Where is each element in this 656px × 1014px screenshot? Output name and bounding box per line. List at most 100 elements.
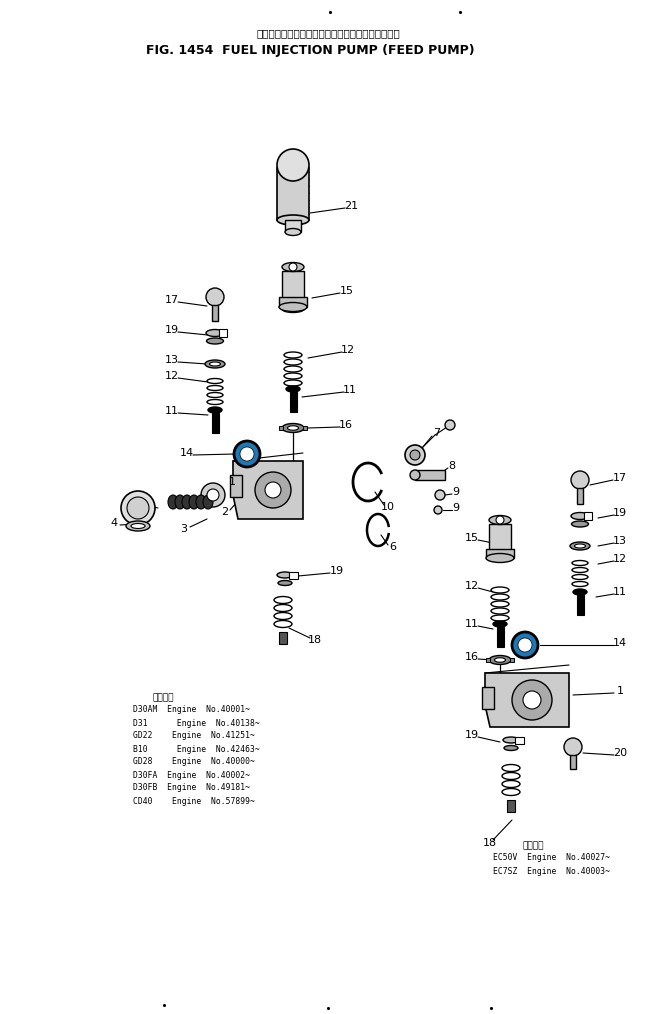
Text: D31      Engine  No.40138~: D31 Engine No.40138~	[133, 719, 260, 727]
Circle shape	[496, 516, 504, 524]
Ellipse shape	[274, 596, 292, 603]
Circle shape	[289, 263, 297, 271]
Circle shape	[410, 450, 420, 460]
Circle shape	[255, 472, 291, 508]
Ellipse shape	[203, 495, 213, 509]
Text: 19: 19	[165, 325, 179, 335]
Circle shape	[277, 149, 309, 182]
Ellipse shape	[207, 400, 223, 405]
Ellipse shape	[493, 621, 507, 627]
Text: 11: 11	[613, 587, 627, 597]
Text: FIG. 1454  FUEL INJECTION PUMP (FEED PUMP): FIG. 1454 FUEL INJECTION PUMP (FEED PUMP…	[146, 44, 474, 57]
Circle shape	[240, 447, 254, 461]
Ellipse shape	[277, 215, 309, 225]
Text: EC50V  Engine  No.40027~: EC50V Engine No.40027~	[493, 854, 610, 863]
Text: 15: 15	[340, 286, 354, 296]
Ellipse shape	[168, 495, 178, 509]
Circle shape	[445, 420, 455, 430]
Bar	[282, 271, 304, 309]
Polygon shape	[233, 461, 303, 519]
Text: 9: 9	[453, 503, 460, 513]
Circle shape	[435, 490, 445, 500]
Ellipse shape	[491, 608, 509, 614]
Text: EC7SZ  Engine  No.40003~: EC7SZ Engine No.40003~	[493, 867, 610, 875]
Ellipse shape	[196, 495, 206, 509]
Text: 2: 2	[222, 507, 228, 517]
Text: 17: 17	[165, 295, 179, 305]
Ellipse shape	[570, 542, 590, 550]
Ellipse shape	[284, 366, 302, 372]
Bar	[219, 329, 227, 337]
Bar	[285, 220, 301, 232]
Bar	[489, 524, 511, 559]
Text: 17: 17	[613, 473, 627, 483]
Ellipse shape	[571, 521, 588, 527]
Bar	[289, 572, 298, 579]
Ellipse shape	[207, 378, 223, 383]
Bar	[577, 488, 583, 504]
Ellipse shape	[572, 568, 588, 573]
Bar	[279, 632, 287, 644]
Ellipse shape	[274, 612, 292, 620]
Text: 21: 21	[344, 201, 358, 211]
Ellipse shape	[503, 737, 519, 743]
Text: 7: 7	[434, 428, 441, 438]
Circle shape	[234, 441, 260, 467]
Ellipse shape	[205, 360, 225, 368]
Ellipse shape	[126, 521, 150, 531]
Circle shape	[571, 470, 589, 489]
Circle shape	[564, 738, 582, 756]
Circle shape	[121, 491, 155, 525]
Text: 12: 12	[465, 581, 479, 591]
Ellipse shape	[491, 594, 509, 600]
Bar	[279, 426, 283, 430]
Bar	[289, 392, 297, 412]
Ellipse shape	[207, 392, 223, 397]
Text: 適用機種: 適用機種	[522, 842, 544, 851]
Bar	[510, 658, 514, 662]
Text: 9: 9	[453, 487, 460, 497]
Ellipse shape	[189, 495, 199, 509]
Bar	[570, 755, 576, 769]
Circle shape	[523, 691, 541, 709]
Polygon shape	[485, 673, 569, 727]
Text: D30FB  Engine  No.49181~: D30FB Engine No.49181~	[133, 784, 250, 793]
Ellipse shape	[571, 512, 589, 519]
Text: 1: 1	[228, 477, 236, 487]
Bar	[211, 413, 218, 433]
Ellipse shape	[274, 621, 292, 628]
Ellipse shape	[282, 305, 304, 312]
Bar	[486, 658, 490, 662]
Text: 12: 12	[165, 371, 179, 381]
Circle shape	[512, 680, 552, 720]
Text: 16: 16	[465, 652, 479, 662]
Bar	[277, 168, 309, 220]
Ellipse shape	[131, 523, 145, 528]
Circle shape	[518, 638, 532, 652]
Ellipse shape	[175, 495, 185, 509]
Bar	[482, 687, 494, 709]
Circle shape	[207, 489, 219, 501]
Ellipse shape	[284, 359, 302, 365]
Bar	[415, 470, 445, 480]
Ellipse shape	[491, 587, 509, 593]
Ellipse shape	[486, 554, 514, 563]
Circle shape	[410, 470, 420, 480]
Ellipse shape	[207, 385, 223, 390]
Ellipse shape	[285, 228, 301, 235]
Ellipse shape	[284, 380, 302, 386]
Ellipse shape	[572, 575, 588, 579]
Text: 18: 18	[308, 635, 322, 645]
Ellipse shape	[491, 615, 509, 621]
Text: D30FA  Engine  No.40002~: D30FA Engine No.40002~	[133, 771, 250, 780]
Bar	[486, 549, 514, 558]
Ellipse shape	[489, 515, 511, 524]
Text: GD28    Engine  No.40000~: GD28 Engine No.40000~	[133, 757, 255, 767]
Ellipse shape	[209, 362, 220, 366]
Circle shape	[512, 632, 538, 658]
Ellipse shape	[495, 658, 506, 662]
Circle shape	[265, 482, 281, 498]
Ellipse shape	[282, 424, 304, 433]
Circle shape	[127, 497, 149, 519]
Text: 20: 20	[613, 748, 627, 758]
